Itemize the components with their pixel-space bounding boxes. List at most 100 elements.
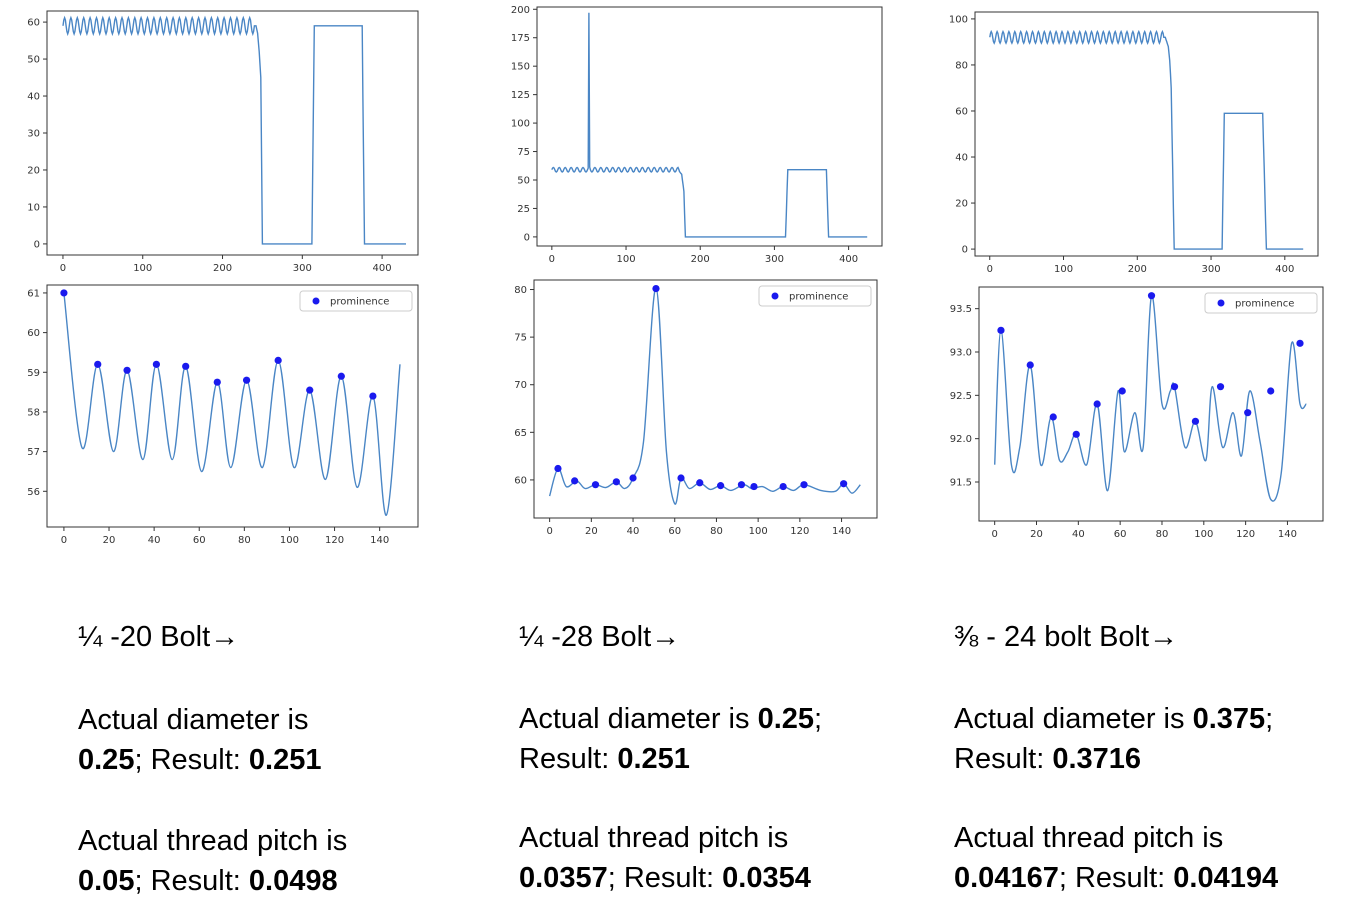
peak-marker xyxy=(779,482,787,491)
peak-marker xyxy=(1093,400,1101,408)
x-tick-label: 100 xyxy=(1194,529,1213,540)
x-tick-label: 60 xyxy=(668,526,681,537)
y-tick-label: 100 xyxy=(949,14,968,25)
plot-frame xyxy=(974,11,1319,257)
x-tick-label: 400 xyxy=(373,263,392,274)
peak-marker xyxy=(213,378,221,386)
y-tick-label: 75 xyxy=(517,147,530,158)
peak-marker xyxy=(1147,292,1156,300)
y-tick-label: 80 xyxy=(514,285,527,296)
pitch-result: 0.04194 xyxy=(1173,862,1279,894)
x-tick-label: 80 xyxy=(1156,529,1169,540)
legend-label: prominence xyxy=(1235,299,1294,310)
x-tick-label: 200 xyxy=(691,254,710,265)
peak-marker xyxy=(337,372,345,380)
x-tick-label: 80 xyxy=(238,535,251,546)
peak-marker xyxy=(571,477,579,485)
pitch-label: Actual thread pitch is xyxy=(954,822,1224,854)
caption-2-title: ¼ -28 Bolt→ xyxy=(519,621,681,653)
caption-1-title: ¼ -20 Bolt→ xyxy=(78,621,240,653)
caption-1-diameter: Actual diameter is 0.25; Result: 0.251 xyxy=(78,700,458,780)
x-tick-label: 0 xyxy=(546,526,552,537)
peak-marker xyxy=(182,362,190,370)
y-tick-label: 58 xyxy=(27,407,40,418)
caption-3-title: ⅜ - 24 bolt Bolt→ xyxy=(954,621,1179,653)
peak-marker xyxy=(696,479,704,487)
peak-marker xyxy=(997,326,1005,334)
peak-marker xyxy=(1267,387,1275,395)
y-tick-label: 200 xyxy=(511,5,530,16)
x-tick-label: 100 xyxy=(133,263,152,274)
legend-marker xyxy=(1217,299,1225,307)
x-tick-label: 80 xyxy=(710,526,723,537)
y-tick-label: 56 xyxy=(27,487,40,498)
y-tick-label: 59 xyxy=(27,368,40,379)
y-tick-label: 93.0 xyxy=(950,348,972,359)
y-tick-label: 92.0 xyxy=(950,434,972,445)
plot-frame xyxy=(46,284,419,528)
peak-marker xyxy=(737,481,746,489)
peak-marker xyxy=(717,482,725,490)
separator: ; Result: xyxy=(134,744,249,776)
diameter-label: Actual diameter is xyxy=(78,704,309,736)
pitch-result: 0.0498 xyxy=(248,865,338,897)
x-tick-label: 200 xyxy=(213,263,232,274)
diameter-label: Actual diameter is xyxy=(519,703,750,735)
chart-2-bottom: 0 20 40 60 80 100 120 140 60 65 70 75 80 prominence xyxy=(460,270,890,560)
result-label: Result: xyxy=(519,743,618,775)
y-tick-label: 70 xyxy=(514,380,527,391)
peak-marker xyxy=(800,481,808,489)
x-tick-label: 140 xyxy=(832,526,851,537)
diameter-result: 0.251 xyxy=(248,744,322,776)
y-tick-label: 60 xyxy=(514,475,527,486)
separator: ; xyxy=(814,703,823,735)
chart-3-top-svg: 0 100 200 300 400 0 20 40 60 80 100 xyxy=(949,11,1319,275)
y-tick-label: 50 xyxy=(517,175,530,186)
y-tick-label: 0 xyxy=(962,245,968,256)
caption-1: ¼ -20 Bolt→ Actual diameter is 0.25; Res… xyxy=(78,620,458,901)
x-tick-label: 40 xyxy=(1072,529,1085,540)
peak-marker xyxy=(369,392,377,400)
x-tick-label: 300 xyxy=(765,254,784,265)
peak-marker xyxy=(60,289,68,297)
y-tick-label: 60 xyxy=(27,18,40,29)
series-line xyxy=(994,294,1307,502)
x-tick-label: 100 xyxy=(749,526,768,537)
y-tick-label: 65 xyxy=(514,428,527,439)
chart-2-top-svg: 0 100 200 300 400 0 25 50 75 100 125 150 175 200 xyxy=(511,5,883,265)
x-tick-label: 60 xyxy=(1114,529,1127,540)
x-tick-label: 0 xyxy=(549,254,555,265)
x-tick-label: 40 xyxy=(148,535,161,546)
peak-marker xyxy=(274,356,282,364)
chart-1-top: 0 100 200 300 400 0 10 20 30 40 50 60 xyxy=(0,0,430,280)
chart-2-bottom-svg: 0 20 40 60 80 100 120 140 60 65 70 75 80 prominence xyxy=(514,279,878,537)
caption-3: ⅜ - 24 bolt Bolt→ Actual diameter is 0.3… xyxy=(954,620,1349,898)
separator: ; Result: xyxy=(134,865,249,897)
peak-marker xyxy=(94,360,102,368)
series-line xyxy=(63,292,401,516)
y-tick-label: 20 xyxy=(955,199,968,210)
x-tick-label: 120 xyxy=(1236,529,1255,540)
y-tick-label: 30 xyxy=(27,129,40,140)
peak-marker xyxy=(1049,413,1057,421)
pitch-label: Actual thread pitch is xyxy=(78,825,348,857)
y-tick-label: 40 xyxy=(27,92,40,103)
x-tick-label: 120 xyxy=(325,535,344,546)
y-tick-label: 20 xyxy=(27,165,40,176)
y-tick-label: 80 xyxy=(955,60,968,71)
y-tick-label: 93.5 xyxy=(950,304,972,315)
peak-marker xyxy=(591,481,600,489)
y-tick-label: 150 xyxy=(511,62,530,73)
peak-marker xyxy=(123,366,131,374)
peak-marker xyxy=(750,482,758,491)
result-label: Result: xyxy=(954,743,1053,775)
x-tick-label: 0 xyxy=(987,264,993,275)
series-line xyxy=(62,15,406,245)
y-tick-label: 10 xyxy=(27,202,40,213)
pitch-result: 0.0354 xyxy=(722,862,811,894)
legend-box xyxy=(758,285,872,307)
caption-1-pitch: Actual thread pitch is 0.05; Result: 0.0… xyxy=(78,821,458,901)
legend-box xyxy=(299,290,413,312)
x-tick-label: 20 xyxy=(1030,529,1043,540)
chart-3-bottom: 0 20 40 60 80 100 120 140 91.5 92.0 92.5 93.0 93.5 pr… xyxy=(905,270,1345,560)
